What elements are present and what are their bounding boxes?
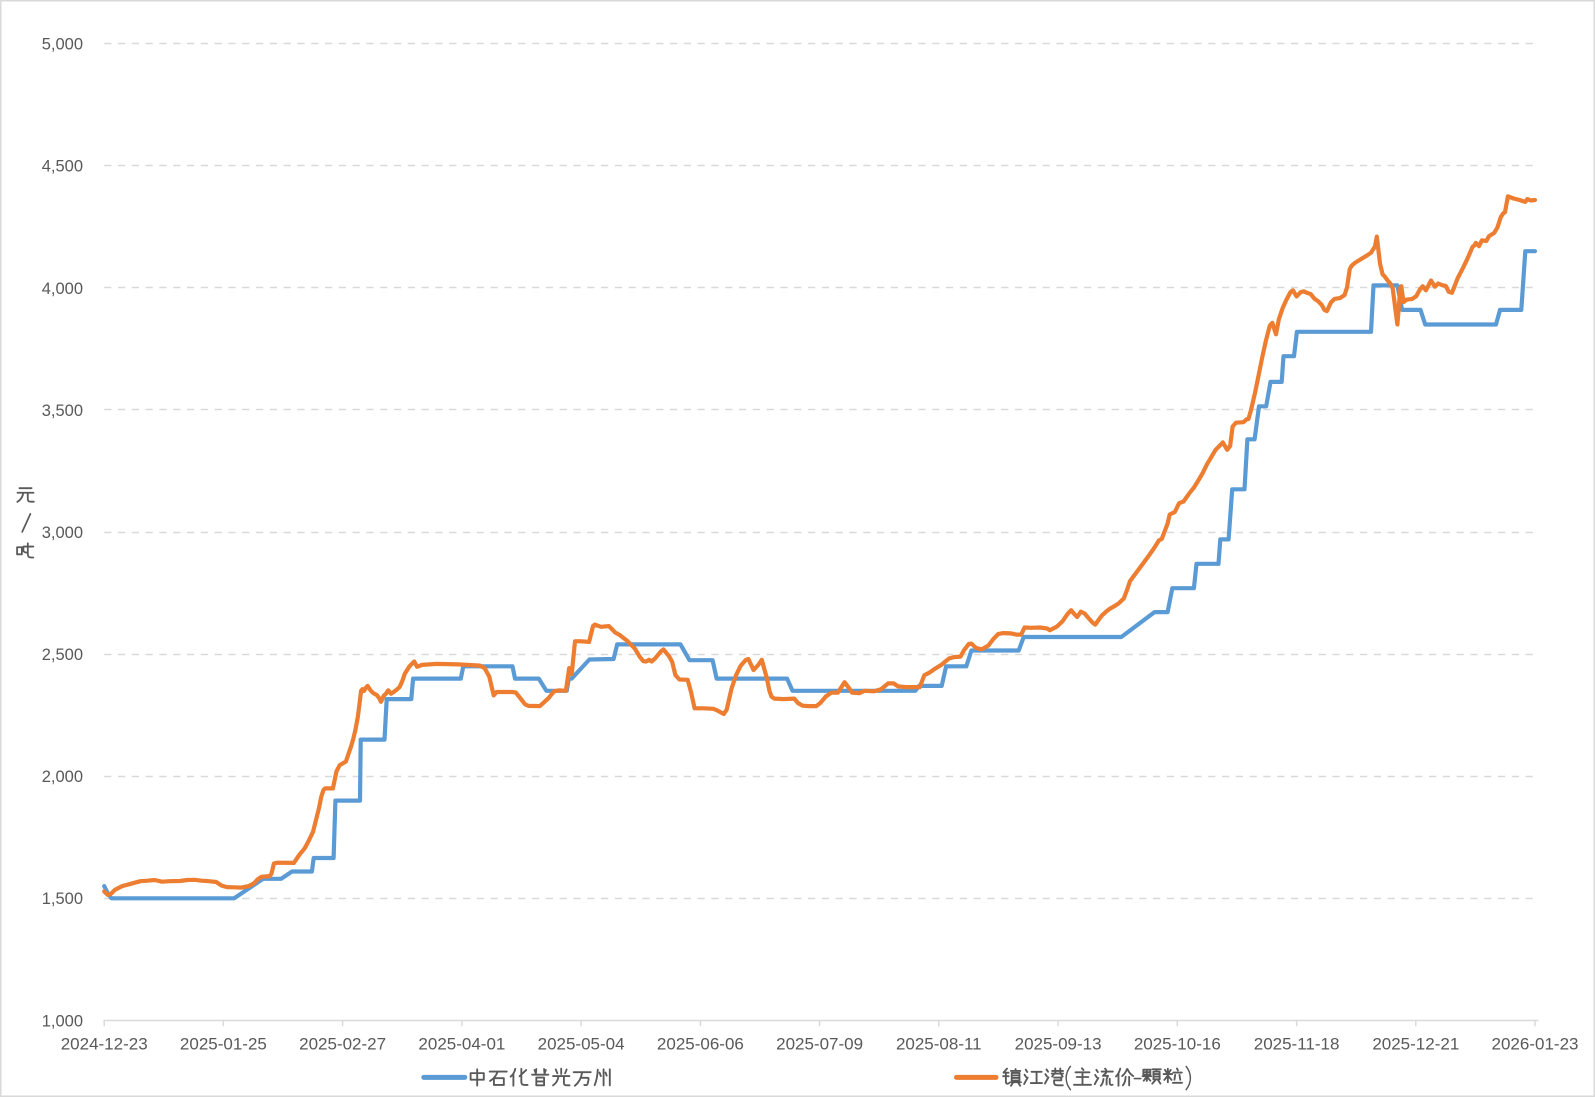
svg-text:2025-11-18: 2025-11-18 xyxy=(1254,1035,1340,1054)
svg-text:2025-08-11: 2025-08-11 xyxy=(896,1035,982,1054)
svg-text:2025-12-21: 2025-12-21 xyxy=(1372,1035,1459,1054)
svg-text:4,000: 4,000 xyxy=(42,280,83,298)
svg-text:2025-02-27: 2025-02-27 xyxy=(299,1035,386,1054)
svg-text:2025-06-06: 2025-06-06 xyxy=(657,1035,744,1054)
svg-text:4,500: 4,500 xyxy=(42,158,83,176)
svg-text:2025-01-25: 2025-01-25 xyxy=(180,1035,267,1054)
svg-text:2025-10-16: 2025-10-16 xyxy=(1134,1035,1221,1054)
svg-text:1,500: 1,500 xyxy=(42,890,83,908)
svg-text:2,000: 2,000 xyxy=(42,768,83,786)
svg-text:2025-09-13: 2025-09-13 xyxy=(1015,1035,1102,1054)
svg-text:2024-12-23: 2024-12-23 xyxy=(61,1035,148,1054)
svg-text:2,500: 2,500 xyxy=(42,646,83,664)
svg-text:2026-01-23: 2026-01-23 xyxy=(1492,1035,1579,1054)
svg-text:2025-05-04: 2025-05-04 xyxy=(538,1035,625,1054)
svg-text:5,000: 5,000 xyxy=(42,36,83,54)
svg-text:1,000: 1,000 xyxy=(42,1012,83,1030)
svg-text:2025-07-09: 2025-07-09 xyxy=(776,1035,863,1054)
svg-text:2025-04-01: 2025-04-01 xyxy=(418,1035,505,1054)
svg-text:3,500: 3,500 xyxy=(42,402,83,420)
svg-text:3,000: 3,000 xyxy=(42,524,83,542)
